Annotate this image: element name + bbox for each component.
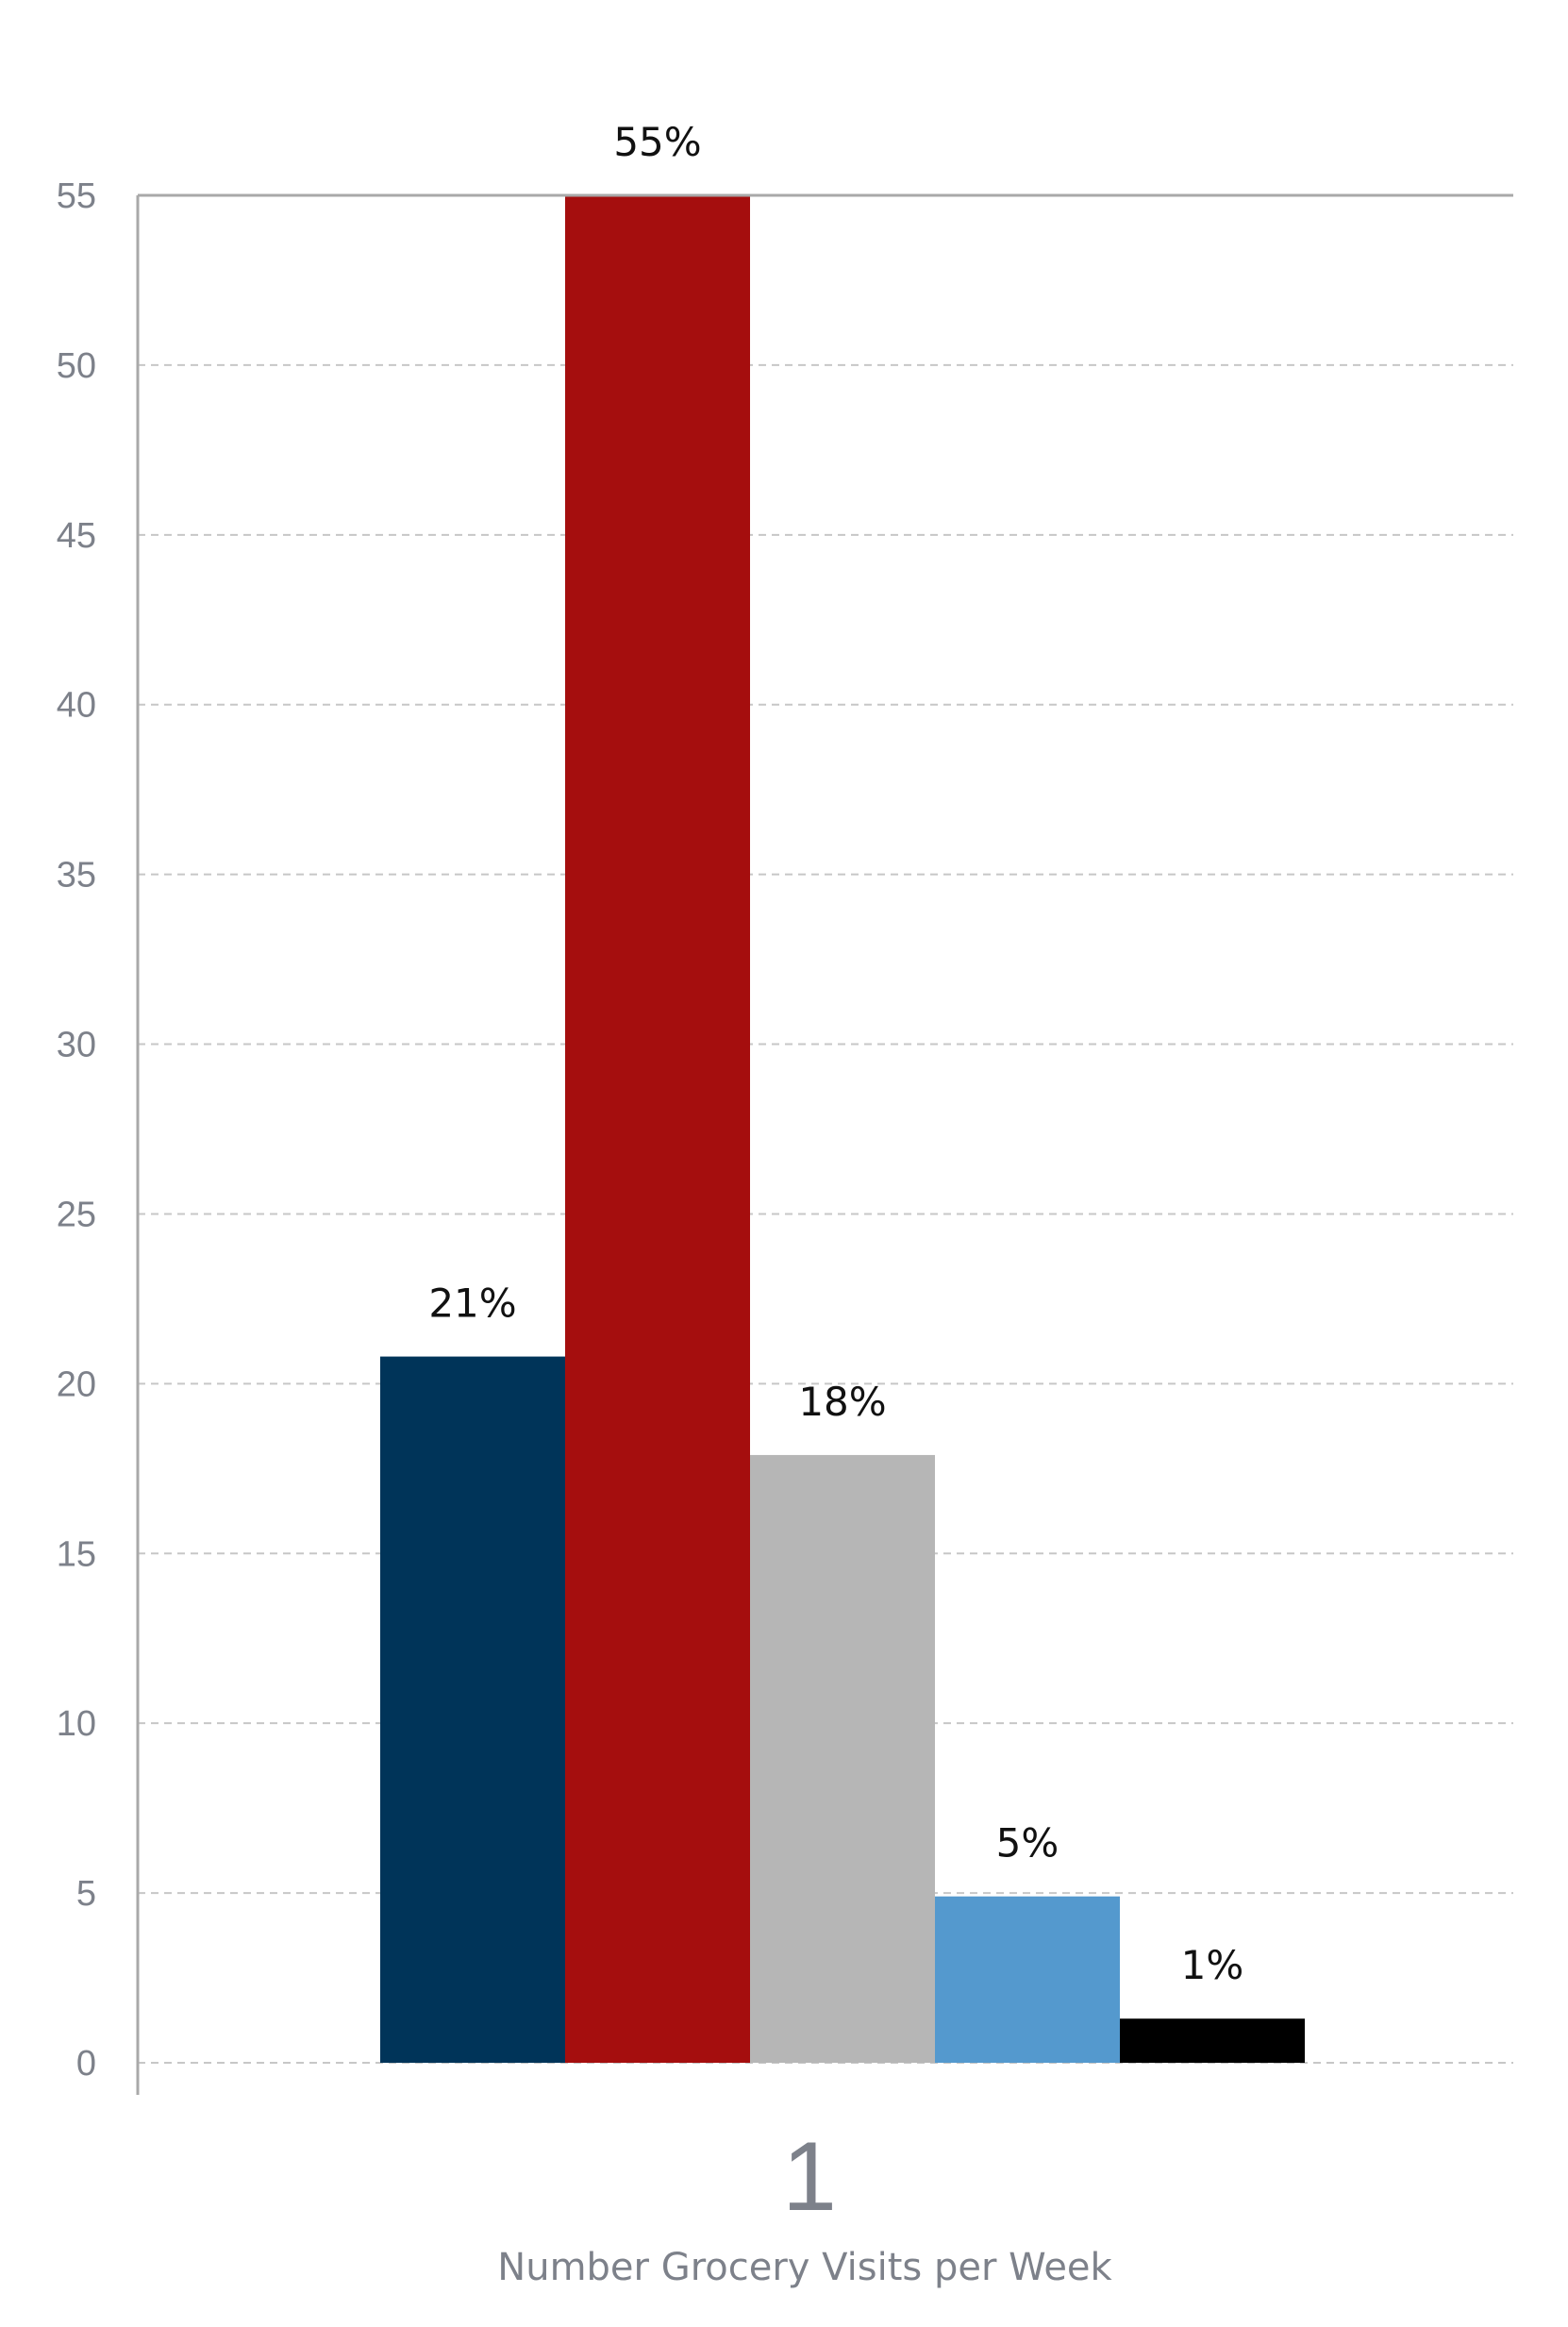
x-axis-title: Number Grocery Visits per Week xyxy=(497,2246,1112,2289)
y-tick-labels: 0 5 10 15 20 25 30 35 40 45 50 55 xyxy=(57,176,96,2084)
bar xyxy=(935,1896,1120,2063)
y-tick-label: 5 xyxy=(76,1874,96,1914)
bars xyxy=(380,195,1305,2063)
bar xyxy=(750,1454,935,2063)
bar xyxy=(380,1356,565,2063)
bar-value-label: 18% xyxy=(798,1379,886,1425)
y-tick-label: 35 xyxy=(57,856,96,896)
y-tick-label: 45 xyxy=(57,516,96,556)
bar-value-label: 1% xyxy=(1181,1942,1244,1988)
bar xyxy=(565,195,750,2063)
bar xyxy=(1120,2018,1305,2063)
y-tick-label: 50 xyxy=(57,346,96,386)
x-category-label: 1 xyxy=(782,2122,837,2232)
y-tick-label: 15 xyxy=(57,1534,96,1574)
y-tick-label: 20 xyxy=(57,1364,96,1404)
y-tick-label: 25 xyxy=(57,1195,96,1234)
bar-value-label: 5% xyxy=(996,1820,1059,1867)
y-tick-label: 0 xyxy=(76,2044,96,2084)
bar-value-label: 55% xyxy=(613,119,701,165)
y-tick-label: 40 xyxy=(57,686,96,726)
y-tick-label: 10 xyxy=(57,1704,96,1744)
axes xyxy=(136,193,1513,2095)
bar-value-label: 21% xyxy=(428,1281,516,1327)
y-tick-label: 30 xyxy=(57,1026,96,1065)
y-tick-label: 55 xyxy=(57,176,96,216)
data-labels: 21% 55% 18% 5% 1% xyxy=(428,119,1243,1988)
